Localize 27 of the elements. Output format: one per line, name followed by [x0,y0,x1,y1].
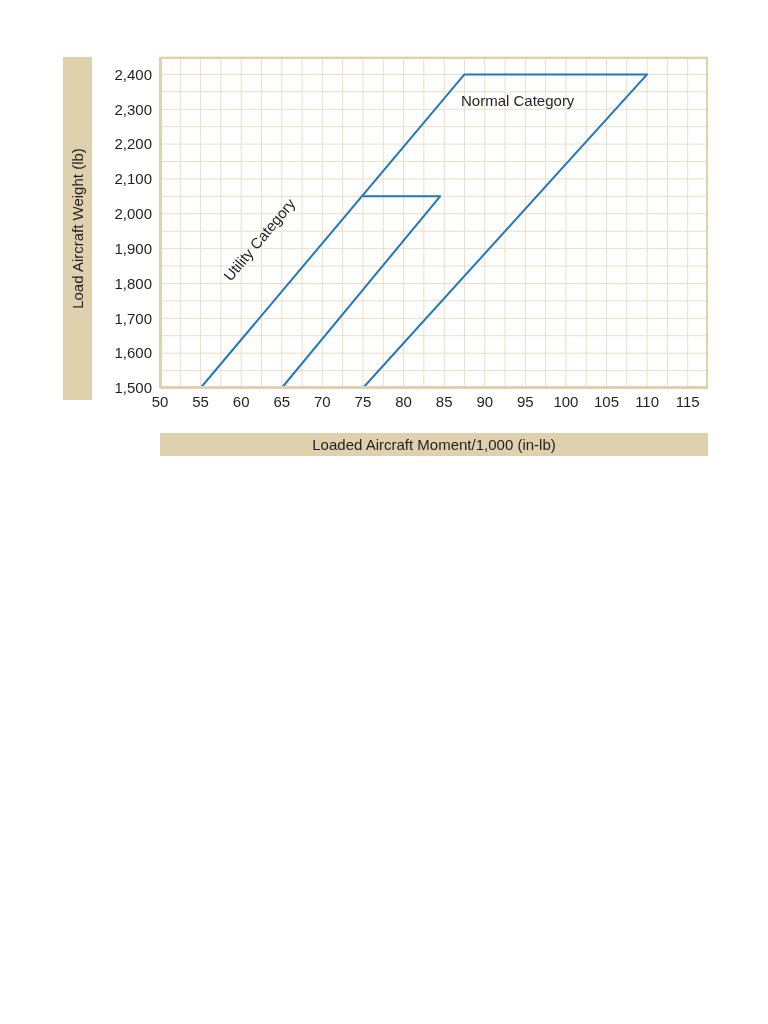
x-tick-label: 60 [232,392,250,410]
y-tick-label: 2,100 [114,170,152,188]
x-tick-label: 70 [314,392,331,410]
y-tick-label: 2,300 [114,100,152,118]
x-tick-label: 50 [151,392,169,410]
y-tick-label: 1,600 [114,344,152,362]
x-tick-label: 90 [476,392,494,410]
x-tick-label: 100 [553,392,579,410]
x-tick-label: 85 [435,392,453,410]
y-axis-title: Load Aircraft Weight (lb) [69,148,87,309]
x-tick-label: 80 [395,392,412,410]
x-tick-label: 55 [192,392,209,410]
annotation: Normal Category [461,92,575,109]
x-tick-label: 115 [675,392,700,410]
x-tick-label: 65 [273,392,291,410]
y-tick-label: 2,000 [114,205,152,223]
x-tick-label: 75 [354,392,372,410]
x-axis-title: Loaded Aircraft Moment/1,000 (in-lb) [160,433,708,456]
y-tick-label: 1,700 [114,309,152,327]
y-tick-label: 2,200 [114,135,152,153]
x-tick-label: 95 [516,392,534,410]
y-tick-label: 1,800 [114,274,152,292]
y-tick-label: 1,900 [114,239,152,257]
x-tick-label: 105 [594,392,620,410]
y-tick-label: 2,400 [114,65,152,83]
x-tick-label: 110 [635,392,660,410]
y-tick-label: 1,500 [114,379,152,397]
